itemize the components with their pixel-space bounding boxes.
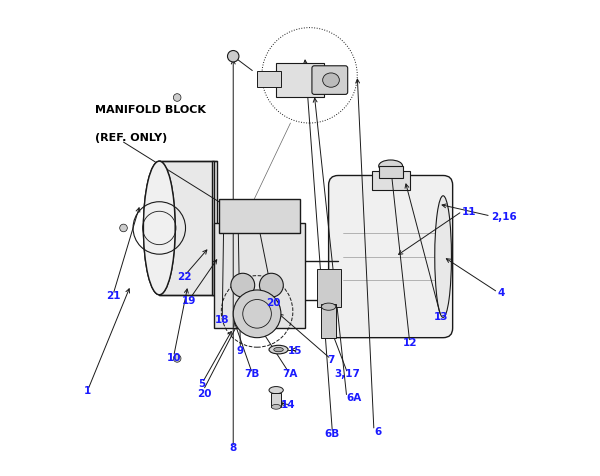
Text: 7A: 7A [282,369,297,378]
Circle shape [259,274,283,298]
Circle shape [227,51,239,63]
FancyBboxPatch shape [257,71,281,88]
Ellipse shape [379,161,403,173]
Text: 14: 14 [281,400,295,409]
FancyBboxPatch shape [312,67,348,95]
Text: 21: 21 [106,290,120,300]
Text: 11: 11 [462,207,476,217]
Text: 9: 9 [237,345,244,355]
FancyBboxPatch shape [212,162,214,295]
Circle shape [173,95,181,102]
Text: 5: 5 [199,378,206,388]
Text: 4: 4 [498,288,505,298]
Text: 20: 20 [197,388,212,397]
Ellipse shape [143,162,175,295]
Circle shape [231,274,254,298]
Text: MANIFOLD BLOCK: MANIFOLD BLOCK [95,105,206,114]
Text: 12: 12 [403,338,417,347]
Ellipse shape [435,197,451,318]
Text: 6A: 6A [347,393,362,402]
Ellipse shape [322,304,336,310]
Ellipse shape [269,346,288,354]
Text: 8: 8 [230,443,237,452]
Ellipse shape [143,162,175,295]
Text: 2,16: 2,16 [491,212,517,221]
Text: 13: 13 [433,312,448,321]
Text: 22: 22 [178,271,192,281]
Text: 7B: 7B [245,369,260,378]
FancyBboxPatch shape [276,64,324,98]
Circle shape [119,225,127,232]
Ellipse shape [274,347,283,352]
Text: 20: 20 [266,298,281,307]
FancyBboxPatch shape [329,176,452,338]
Text: 7: 7 [328,355,335,364]
Circle shape [173,355,181,362]
FancyBboxPatch shape [271,393,281,407]
FancyBboxPatch shape [214,224,305,328]
Ellipse shape [323,74,340,88]
FancyBboxPatch shape [322,305,336,338]
Ellipse shape [269,387,283,394]
FancyBboxPatch shape [159,162,217,295]
Text: 18: 18 [215,314,229,324]
FancyBboxPatch shape [317,269,341,307]
Text: 6: 6 [374,426,381,436]
Ellipse shape [271,405,281,409]
Text: 3,17: 3,17 [335,369,361,378]
Text: 19: 19 [182,295,197,305]
Text: 15: 15 [288,345,302,355]
Text: 1: 1 [84,386,91,395]
Text: 6B: 6B [325,428,340,438]
Circle shape [233,290,281,338]
FancyBboxPatch shape [371,171,410,190]
Text: (REF. ONLY): (REF. ONLY) [95,133,167,143]
FancyBboxPatch shape [379,167,403,178]
FancyBboxPatch shape [219,200,300,233]
Text: 10: 10 [166,352,181,362]
